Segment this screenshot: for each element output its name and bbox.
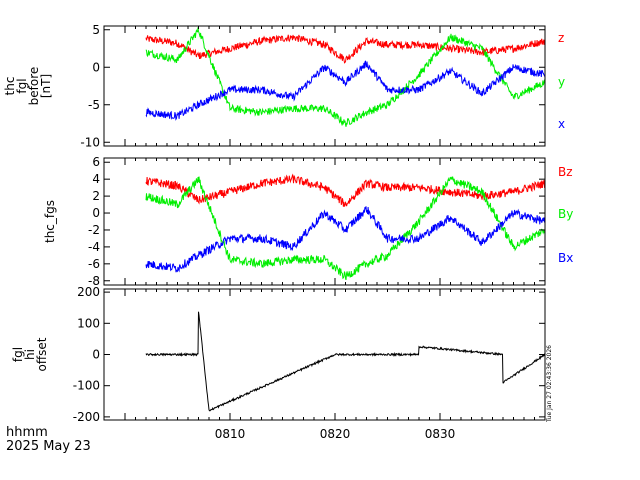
y-tick-label: -4	[88, 240, 100, 254]
y-axis-title: offset	[35, 337, 49, 371]
y-axis-title: fgl	[11, 347, 25, 362]
series-line-by	[145, 176, 546, 281]
x-tick-label: 0830	[425, 427, 456, 441]
series-label: By	[558, 207, 573, 221]
x-tick-label: 0820	[320, 427, 351, 441]
y-axis-title: before	[27, 67, 41, 106]
y-axis-title: [nT]	[39, 74, 53, 98]
y-axis-title: thc_fgs	[43, 200, 57, 243]
series-line-z	[145, 34, 546, 64]
series-line-offset	[145, 311, 546, 412]
x-tick-label: 0810	[215, 427, 246, 441]
series-line-bx	[145, 206, 546, 273]
y-axis-title: fgl	[15, 78, 29, 93]
series-line-bz	[145, 173, 546, 207]
y-tick-label: 0	[92, 206, 100, 220]
series-line-y	[145, 27, 546, 127]
series-label: x	[558, 117, 565, 131]
y-tick-label: -200	[73, 410, 100, 424]
y-axis-title: thc	[3, 77, 17, 96]
y-tick-label: 100	[77, 316, 100, 330]
y-tick-label: -2	[88, 223, 100, 237]
y-tick-label: -5	[88, 98, 100, 112]
series-label: y	[558, 75, 565, 89]
date-label: 2025 May 23	[6, 439, 91, 454]
series-line-x	[145, 60, 546, 121]
y-tick-label: -8	[88, 274, 100, 288]
series-label: z	[558, 31, 564, 45]
y-tick-label: -100	[73, 379, 100, 393]
time-label: hhmm	[6, 425, 48, 440]
y-tick-label: 4	[92, 172, 100, 186]
stamp-text: Tue Jan 27 02:43:36 2026	[546, 345, 553, 423]
series-label: Bx	[558, 251, 573, 265]
y-tick-label: -10	[80, 135, 100, 149]
y-tick-label: 0	[92, 348, 100, 362]
y-tick-label: 200	[77, 285, 100, 299]
y-axis-title: hi	[23, 349, 37, 360]
y-tick-label: 2	[92, 189, 100, 203]
y-tick-label: -6	[88, 257, 100, 271]
y-tick-label: 0	[92, 60, 100, 74]
y-tick-label: 5	[92, 23, 100, 37]
panel-2: 6 4 2 0 -2 -4 -6 -8 thc_fgs Bz By Bx	[43, 155, 573, 288]
y-tick-label: 6	[92, 155, 100, 169]
series-label: Bz	[558, 165, 573, 179]
